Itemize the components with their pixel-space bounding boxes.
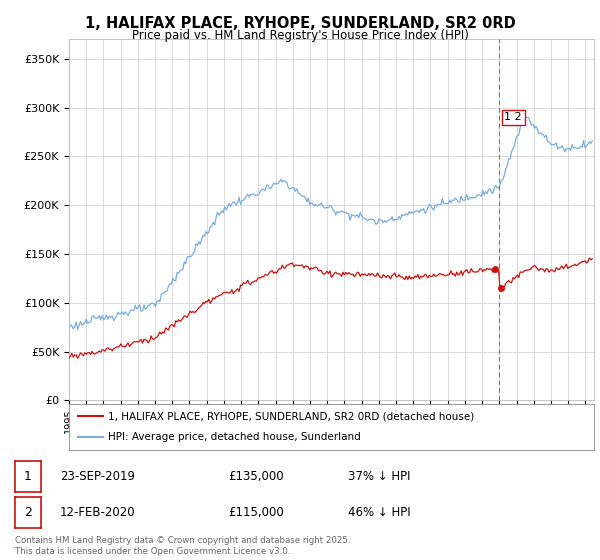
Text: Price paid vs. HM Land Registry's House Price Index (HPI): Price paid vs. HM Land Registry's House … <box>131 29 469 42</box>
Text: 23-SEP-2019: 23-SEP-2019 <box>60 470 135 483</box>
Text: 1 2: 1 2 <box>505 113 522 122</box>
Text: 37% ↓ HPI: 37% ↓ HPI <box>348 470 410 483</box>
Text: HPI: Average price, detached house, Sunderland: HPI: Average price, detached house, Sund… <box>109 432 361 442</box>
Text: 46% ↓ HPI: 46% ↓ HPI <box>348 506 410 519</box>
Text: £135,000: £135,000 <box>228 470 284 483</box>
Text: 2: 2 <box>24 506 32 519</box>
Text: 1: 1 <box>24 470 32 483</box>
Text: 1, HALIFAX PLACE, RYHOPE, SUNDERLAND, SR2 0RD (detached house): 1, HALIFAX PLACE, RYHOPE, SUNDERLAND, SR… <box>109 411 475 421</box>
Text: £115,000: £115,000 <box>228 506 284 519</box>
Text: 1, HALIFAX PLACE, RYHOPE, SUNDERLAND, SR2 0RD: 1, HALIFAX PLACE, RYHOPE, SUNDERLAND, SR… <box>85 16 515 31</box>
Text: Contains HM Land Registry data © Crown copyright and database right 2025.
This d: Contains HM Land Registry data © Crown c… <box>15 536 350 556</box>
Text: 12-FEB-2020: 12-FEB-2020 <box>60 506 136 519</box>
